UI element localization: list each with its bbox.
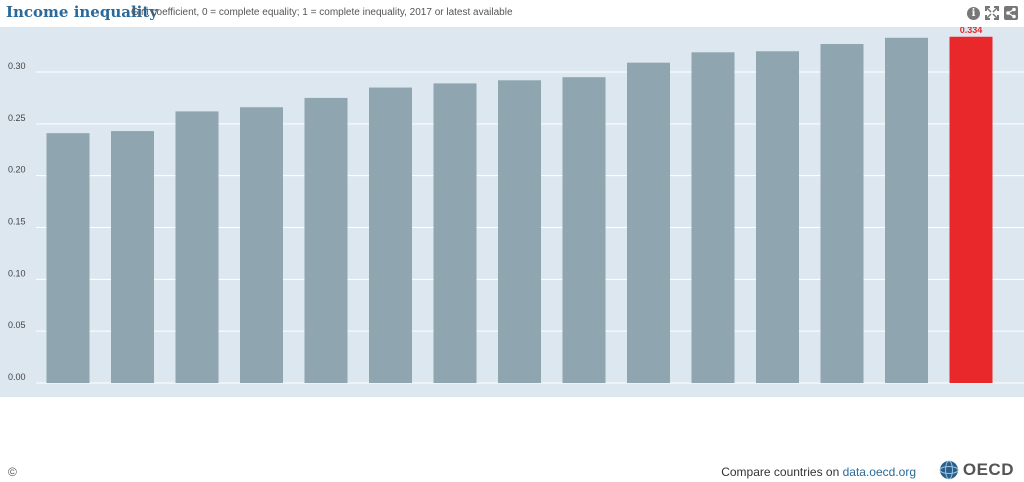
y-tick-label: 0.30	[8, 61, 26, 71]
share-icon[interactable]	[1004, 6, 1018, 20]
y-tick-label: 0.15	[8, 217, 26, 227]
y-tick-label: 0.05	[8, 320, 26, 330]
oecd-logo-text: OECD	[962, 460, 1014, 479]
bar-portugal[interactable]	[756, 51, 799, 384]
bar-ireland[interactable]	[562, 77, 606, 383]
y-tick-label: 0.00	[8, 372, 26, 382]
compare-text: Compare countries on	[721, 465, 843, 479]
bar-france[interactable]	[498, 80, 541, 383]
compare-link[interactable]: data.oecd.org	[842, 465, 916, 479]
chart-title: Income inequality	[6, 3, 158, 21]
compare-countries[interactable]: Compare countries on data.oecd.org	[721, 465, 916, 479]
bar-finland[interactable]	[240, 107, 283, 383]
data-label: 0.334	[960, 27, 983, 35]
copyright-symbol: ©	[8, 465, 17, 479]
bar-chart: 0.000.050.100.150.200.250.30Slovak Repub…	[0, 25, 1024, 454]
bar-germany[interactable]	[433, 83, 477, 384]
chart-subtitle: Gini coefficient, 0 = complete equality;…	[131, 7, 513, 18]
bar-greece[interactable]	[691, 52, 735, 383]
bar-belgium[interactable]	[175, 111, 219, 383]
y-tick-label: 0.20	[8, 165, 26, 175]
y-tick-label: 0.25	[8, 113, 26, 123]
chart-header: Income inequality Gini coefficient, 0 = …	[0, 0, 1024, 26]
expand-icon[interactable]	[985, 6, 999, 20]
bar-luxembourg[interactable]	[820, 44, 864, 383]
bar-estonia[interactable]	[627, 62, 670, 384]
bar-austria[interactable]	[304, 97, 348, 384]
bar-netherlands[interactable]	[369, 87, 412, 384]
info-icon[interactable]: i	[967, 6, 980, 20]
bar-slovak-republic[interactable]	[46, 133, 90, 383]
y-tick-label: 0.10	[8, 268, 26, 278]
bar-slovenia[interactable]	[111, 131, 154, 383]
oecd-logo[interactable]: OECD	[939, 460, 1014, 480]
bar-italy[interactable]	[949, 36, 993, 384]
chart-area: 0.000.050.100.150.200.250.30Slovak Repub…	[0, 25, 1024, 454]
oecd-globe-icon	[939, 460, 959, 480]
bar-spain[interactable]	[885, 37, 928, 383]
header-actions: i	[967, 5, 1018, 21]
